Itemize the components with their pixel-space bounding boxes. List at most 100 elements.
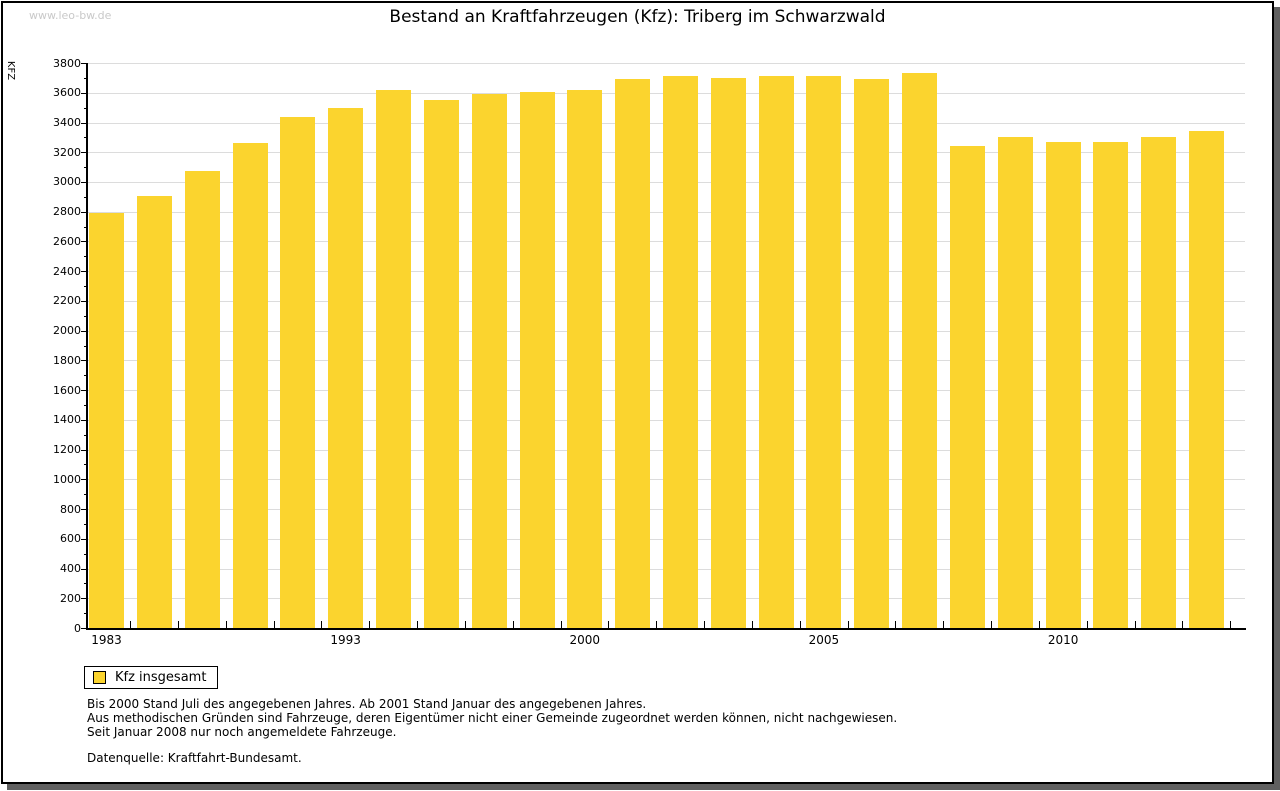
bar xyxy=(376,89,411,628)
y-axis-title: KFZ xyxy=(5,60,17,81)
bar xyxy=(471,94,507,628)
x-tick xyxy=(1086,621,1088,629)
y-minor-tick xyxy=(84,464,87,466)
y-major-tick xyxy=(81,271,87,273)
x-tick-label: 1993 xyxy=(330,633,361,647)
y-tick-label: 3200 xyxy=(53,145,81,159)
x-tick xyxy=(178,621,179,629)
x-tick xyxy=(704,621,706,629)
y-tick-label: 1800 xyxy=(53,353,81,367)
y-major-tick xyxy=(81,63,87,64)
chart-title: Bestand an Kraftfahrzeugen (Kfz): Triber… xyxy=(389,7,886,27)
y-minor-tick xyxy=(84,226,87,228)
bar xyxy=(615,78,651,628)
x-axis-line xyxy=(86,628,1246,630)
bar xyxy=(1093,141,1129,628)
y-axis-line xyxy=(86,63,88,630)
x-tick xyxy=(369,621,371,629)
y-tick-label: 1400 xyxy=(53,413,81,427)
y-major-tick xyxy=(81,449,87,451)
bar xyxy=(519,92,555,628)
x-tick xyxy=(1230,621,1232,629)
y-tick-label: 800 xyxy=(60,502,81,516)
y-tick-label: 2400 xyxy=(53,264,81,278)
x-tick xyxy=(1134,621,1136,629)
bar xyxy=(232,142,268,628)
legend-swatch-icon xyxy=(93,671,106,684)
x-tick xyxy=(608,621,610,629)
footnotes: Bis 2000 Stand Juli des angegebenen Jahr… xyxy=(87,697,897,739)
y-tick-label: 3600 xyxy=(53,86,81,100)
y-tick-label: 0 xyxy=(74,621,81,635)
y-tick-label: 600 xyxy=(60,532,81,546)
y-grid-line xyxy=(88,63,1245,64)
data-source: Datenquelle: Kraftfahrt-Bundesamt. xyxy=(87,751,302,765)
y-major-tick xyxy=(81,419,87,421)
x-tick xyxy=(130,621,132,629)
y-minor-tick xyxy=(84,494,87,496)
footnote-line: Seit Januar 2008 nur noch angemeldete Fa… xyxy=(87,725,397,739)
bar xyxy=(136,196,172,628)
y-minor-tick xyxy=(84,196,87,198)
y-tick-label: 3400 xyxy=(53,116,81,129)
y-minor-tick xyxy=(84,345,87,347)
bar xyxy=(663,75,698,628)
legend-box: Kfz insgesamt xyxy=(84,666,219,689)
x-tick xyxy=(321,621,323,629)
x-tick xyxy=(991,621,993,629)
y-minor-tick xyxy=(84,77,87,79)
y-major-tick xyxy=(81,300,87,302)
x-tick xyxy=(464,621,466,629)
y-minor-tick xyxy=(84,167,87,169)
y-minor-tick xyxy=(84,107,87,109)
bar xyxy=(1141,137,1177,628)
bar xyxy=(89,213,124,628)
y-major-tick xyxy=(81,628,87,629)
x-tick xyxy=(799,621,801,629)
bar xyxy=(997,137,1033,628)
x-tick xyxy=(751,621,753,629)
y-major-tick xyxy=(81,390,87,392)
x-tick xyxy=(273,621,275,629)
bar xyxy=(710,77,746,628)
y-tick-label: 2000 xyxy=(53,324,81,338)
x-tick-label: 1983 xyxy=(91,633,122,647)
y-major-tick xyxy=(81,360,87,362)
y-major-tick xyxy=(81,479,87,481)
y-tick-label: 3800 xyxy=(53,56,81,70)
legend-label: Kfz insgesamt xyxy=(115,670,207,685)
x-tick xyxy=(656,621,658,629)
y-minor-tick xyxy=(84,583,87,585)
y-tick-label: 2600 xyxy=(53,234,81,248)
y-major-tick xyxy=(81,330,87,332)
y-major-tick xyxy=(81,568,87,570)
y-tick-label: 200 xyxy=(60,591,81,605)
y-major-tick xyxy=(81,181,87,183)
bar xyxy=(567,89,603,628)
x-tick xyxy=(1038,621,1040,629)
y-minor-tick xyxy=(84,137,87,139)
y-minor-tick xyxy=(84,375,87,377)
y-tick-label: 1000 xyxy=(53,472,81,486)
y-minor-tick xyxy=(84,315,87,317)
footnote-line: Aus methodischen Gründen sind Fahrzeuge,… xyxy=(87,711,898,725)
y-minor-tick xyxy=(84,256,87,258)
x-tick xyxy=(417,621,419,629)
y-major-tick xyxy=(81,538,87,540)
x-tick-label: 2005 xyxy=(808,633,840,647)
bar xyxy=(806,75,842,628)
y-tick-label: 3000 xyxy=(53,175,81,189)
x-tick xyxy=(1182,621,1184,629)
bar xyxy=(184,170,220,628)
y-minor-tick xyxy=(84,613,87,615)
y-major-tick xyxy=(81,598,87,600)
y-major-tick xyxy=(81,509,87,511)
bar xyxy=(328,107,364,628)
bar xyxy=(854,78,890,628)
x-tick xyxy=(512,621,514,629)
bar xyxy=(1189,130,1225,628)
x-tick xyxy=(943,621,945,629)
y-minor-tick xyxy=(84,434,87,436)
y-tick-label: 1600 xyxy=(53,383,81,397)
x-tick-label: 2010 xyxy=(1047,633,1079,647)
